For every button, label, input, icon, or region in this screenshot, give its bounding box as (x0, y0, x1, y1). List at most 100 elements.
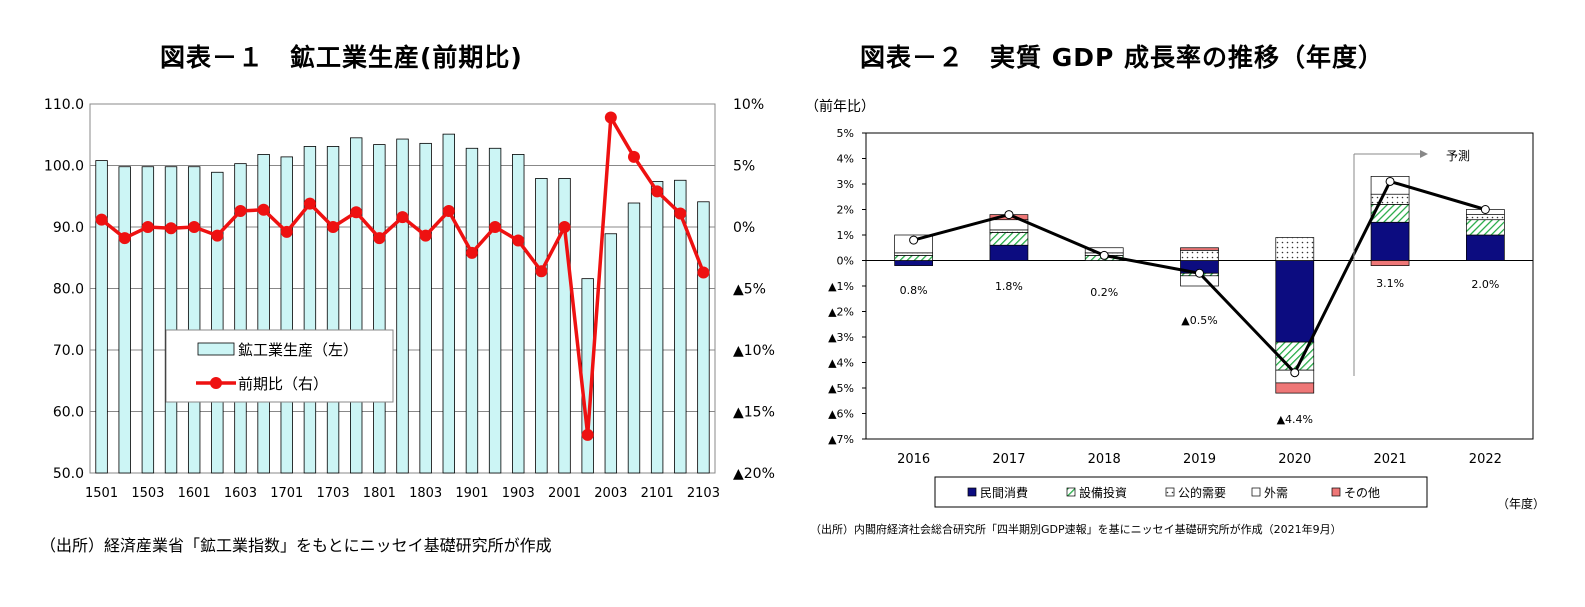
bar (650, 181, 664, 474)
stack-segment (894, 252, 933, 256)
stack-segment (1370, 221, 1410, 261)
line-point (465, 246, 478, 259)
stack-segment (1180, 249, 1219, 261)
x-tick-label: 1701 (270, 486, 303, 501)
bar (558, 178, 571, 474)
stack-segment (1180, 247, 1219, 251)
bar (442, 133, 455, 474)
bar (488, 147, 502, 474)
stack-segment (1275, 382, 1315, 394)
x-tick-label: 2101 (641, 486, 674, 501)
y-left-tick-label: 80.0 (53, 282, 84, 298)
y-right-tick-label: ▲15% (733, 405, 775, 421)
bar (535, 178, 548, 474)
bar (512, 154, 525, 474)
legend-bar-swatch (197, 342, 235, 356)
legend-label: 民間消費 (980, 485, 1028, 500)
bar (211, 171, 224, 474)
legend-swatch (1165, 487, 1175, 497)
bar (465, 147, 479, 474)
y-left-tick-label: 110.0 (44, 97, 84, 113)
forecast-label: 予測 (1446, 149, 1470, 163)
stack-segment (1466, 214, 1505, 221)
y-tick-label: 2% (837, 204, 854, 217)
line-point (280, 225, 293, 238)
stack-segment (1466, 234, 1505, 261)
x-tick-label: 2016 (897, 452, 930, 467)
stack-segment (989, 244, 1029, 261)
legend-swatch (1331, 487, 1341, 497)
y-right-tick-label: 5% (733, 159, 755, 175)
x-tick-label: 2021 (1374, 452, 1407, 467)
y-tick-label: 0% (837, 255, 854, 268)
bar (396, 138, 409, 474)
bar (697, 201, 710, 474)
x-tick-label: 2003 (594, 486, 627, 501)
line-point (141, 221, 154, 233)
y-tick-label: ▲4% (828, 357, 854, 370)
line-point (350, 206, 363, 219)
bar (234, 163, 247, 474)
y-tick-label: ▲5% (828, 382, 854, 395)
legend-swatch (1066, 487, 1076, 497)
line-point (165, 222, 178, 235)
stack-segment (1275, 260, 1315, 343)
legend-bar-label: 鉱工業生産（左） (238, 341, 358, 359)
bar (303, 146, 317, 474)
bar (141, 166, 155, 474)
bar (326, 146, 340, 474)
legend-label: 設備投資 (1079, 485, 1127, 500)
bar (419, 142, 432, 474)
line-point (118, 232, 131, 245)
y-unit-label: （前年比） (805, 98, 875, 115)
line-point (627, 150, 640, 163)
line-point (234, 205, 247, 218)
y-left-tick-label: 70.0 (53, 343, 84, 359)
legend (165, 329, 394, 403)
legend-label: その他 (1344, 486, 1380, 500)
x-tick-label: 1901 (455, 486, 488, 501)
line-point (697, 266, 710, 279)
y-right-tick-label: ▲10% (733, 343, 775, 359)
y-left-tick-label: 100.0 (44, 159, 84, 175)
gdp-data-label: 2.0% (1471, 278, 1499, 291)
y-left-tick-label: 60.0 (53, 405, 84, 421)
line-point (512, 234, 525, 247)
stack-segment (1466, 219, 1505, 236)
gdp-data-label: ▲4.4% (1277, 413, 1313, 426)
y-tick-label: ▲3% (828, 331, 854, 344)
x-tick-label: 2019 (1183, 452, 1216, 467)
gdp-point (1099, 250, 1109, 260)
y-tick-label: 3% (837, 178, 854, 191)
line-point (535, 265, 548, 278)
stack-segment (894, 260, 933, 266)
y-right-tick-label: ▲20% (733, 466, 775, 482)
gdp-data-label: 1.8% (995, 280, 1023, 293)
chart2-source-note: （出所）内閣府経済社会総合研究所「四半期別GDP速報」を基にニッセイ基礎研究所が… (810, 523, 1342, 536)
stack-segment (1370, 193, 1410, 205)
chart2-title: 図表－２ 実質 GDP 成長率の推移（年度） (860, 43, 1385, 72)
gdp-point (1385, 176, 1395, 186)
forecast-arrow-head (1420, 150, 1428, 158)
bar (280, 156, 293, 474)
bar (373, 144, 386, 474)
bar (118, 166, 131, 474)
x-tick-label: 1903 (502, 486, 535, 501)
line-point (211, 229, 224, 242)
bar (164, 166, 178, 474)
legend-label: 外需 (1264, 486, 1288, 500)
legend-swatch (967, 487, 977, 497)
gdp-point (1480, 205, 1490, 214)
y-left-tick-label: 50.0 (53, 466, 84, 482)
x-tick-label: 2020 (1278, 452, 1311, 467)
gdp-point (1195, 268, 1204, 278)
x-tick-label: 2022 (1469, 452, 1502, 467)
x-tick-label: 2001 (548, 486, 581, 501)
line-point (396, 211, 409, 224)
x-tick-label: 2018 (1088, 452, 1121, 467)
gdp-point (1290, 368, 1300, 378)
stack-segment (1370, 260, 1410, 266)
line-point (558, 221, 571, 233)
line-point (373, 232, 386, 245)
y-left-tick-label: 90.0 (53, 220, 84, 236)
